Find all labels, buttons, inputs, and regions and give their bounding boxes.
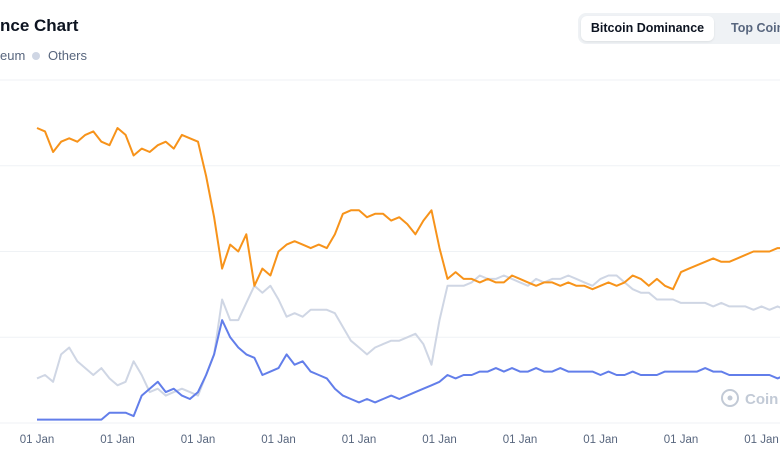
watermark-logo-dot	[727, 395, 733, 401]
watermark-logo-icon	[721, 389, 739, 407]
x-tick-label: 01 Jan	[261, 434, 296, 446]
grid-lines	[0, 79, 780, 424]
x-tick-label: 01 Jan	[20, 434, 55, 446]
ethereum-dominance-line[interactable]	[37, 319, 780, 421]
bitcoin-dominance-line[interactable]	[36, 127, 780, 291]
others-dominance-line[interactable]	[36, 274, 780, 397]
series-lines	[36, 127, 780, 421]
watermark-text: Coin	[745, 391, 778, 408]
x-tick-label: 01 Jan	[744, 434, 779, 446]
legend-label-ethereum: eum	[0, 48, 26, 63]
x-tick-label: 01 Jan	[422, 434, 457, 446]
x-tick-label: 01 Jan	[664, 434, 699, 446]
tab-top-coins[interactable]: Top Coin	[731, 21, 780, 35]
x-axis-ticks: 01 Jan 01 Jan 01 Jan 01 Jan 01 Jan 01 Jan 01 J…	[20, 434, 779, 446]
x-tick-label: 01 Jan	[583, 434, 618, 446]
x-tick-label: 01 Jan	[503, 434, 538, 446]
tab-bitcoin-dominance[interactable]: Bitcoin Dominance	[581, 16, 714, 41]
coinmarketcap-watermark: Coin	[721, 389, 778, 408]
legend-item-ethereum[interactable]: eum	[0, 48, 25, 63]
x-tick-label: 01 Jan	[181, 434, 216, 446]
legend-dot-others	[32, 51, 40, 60]
x-tick-label: 01 Jan	[100, 434, 135, 446]
chart-mode-tabs: Bitcoin Dominance Top Coin	[578, 13, 780, 44]
legend-item-others[interactable]: Others	[32, 48, 87, 63]
chart-title: nce Chart	[0, 16, 79, 35]
x-tick-label: 01 Jan	[342, 434, 377, 446]
legend-label-others: Others	[48, 48, 88, 63]
